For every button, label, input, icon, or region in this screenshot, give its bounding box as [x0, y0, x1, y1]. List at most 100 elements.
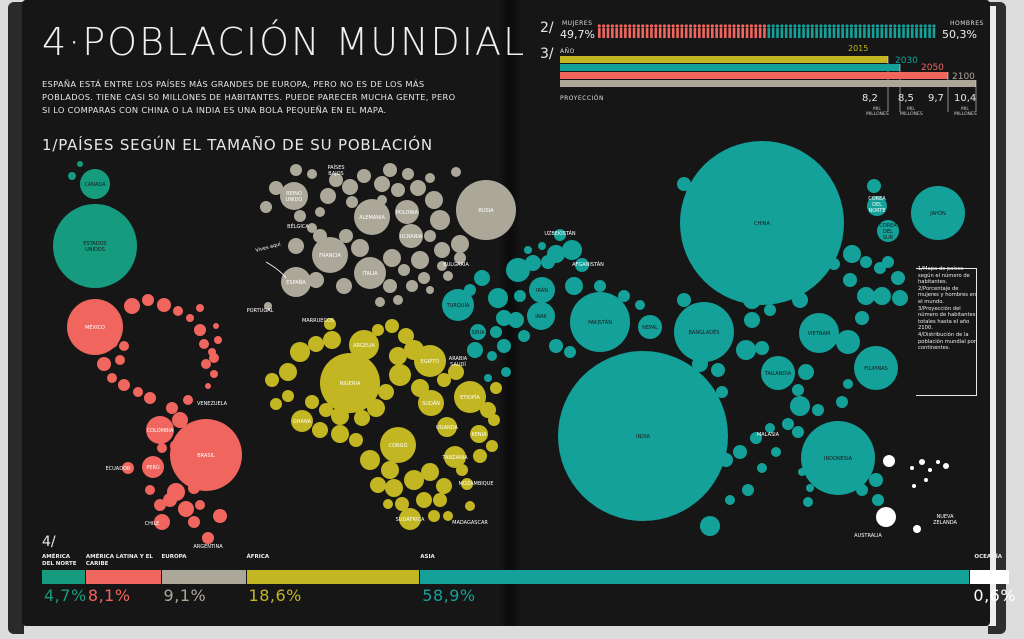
bubble-polonia	[395, 200, 419, 224]
man-figure-47	[802, 28, 805, 38]
section-2-number: 2/	[540, 20, 554, 36]
woman-figure-16	[667, 28, 671, 38]
bubble-méxico	[67, 299, 123, 355]
man-head-76	[928, 24, 932, 28]
bubble-oceania-206	[943, 463, 949, 469]
woman-figure-10	[641, 28, 645, 38]
continent-label-4: ASIA	[420, 554, 435, 560]
woman-head-22	[693, 24, 697, 28]
label-brasil: BRASIL	[197, 453, 215, 459]
label-corea-del-norte: COREA DEL NORTE	[868, 196, 886, 214]
men-pct: 50,3%	[942, 28, 977, 41]
bubble-latin_america-3	[142, 294, 154, 306]
page-title: 4·POBLACIÓN MUNDIAL	[42, 20, 527, 64]
bubble-marruecos	[324, 318, 336, 330]
woman-head-17	[671, 24, 675, 28]
continent-pct-4: 58,9%	[422, 586, 476, 605]
woman-head-24	[702, 24, 706, 28]
bubble-europe-75	[418, 272, 430, 284]
man-figure-50	[815, 28, 818, 38]
millions-label-3: MIL MILLONES	[954, 107, 977, 117]
man-head-74	[919, 24, 923, 28]
woman-figure-6	[624, 28, 627, 38]
label-nigeria: NIGERIA	[340, 381, 361, 387]
label-uzbekistán: UZBEKISTÁN	[544, 230, 576, 237]
man-head-39	[767, 24, 771, 28]
projection-bars	[560, 56, 977, 112]
label-argelia: ARGELIA	[353, 343, 375, 349]
man-head-60	[858, 24, 862, 28]
label-pakistán: PAKISTÁN	[588, 319, 612, 326]
man-figure-56	[841, 28, 844, 38]
bubble-asia-195	[757, 463, 767, 473]
bubble-europe-54	[351, 239, 369, 257]
bubble-asia-132	[506, 258, 530, 282]
label-congo: CONGO	[389, 443, 408, 449]
book-cover-left	[8, 2, 24, 634]
woman-head-23	[697, 24, 701, 28]
label-ghana: GHANA	[293, 419, 312, 425]
bubble-asia-158	[792, 384, 804, 396]
page-edges	[988, 6, 996, 626]
label-turquía: TURQUÍA	[446, 302, 470, 309]
label-tailandia: TAILANDIA	[764, 371, 792, 377]
spain-annotation: Vives aquí	[255, 240, 282, 254]
man-head-63	[871, 24, 875, 28]
bubble-europe-73	[454, 252, 466, 264]
bubble-egipto	[414, 345, 446, 377]
woman-figure-8	[632, 28, 636, 38]
woman-figure-9	[637, 28, 640, 38]
bubble-latin_america-2	[124, 298, 140, 314]
proj-value-2015: 8,2	[862, 93, 878, 104]
label-madagascar: MADAGASCAR	[452, 520, 488, 526]
man-head-72	[910, 24, 914, 28]
man-figure-49	[810, 28, 814, 38]
man-head-70	[901, 24, 906, 28]
woman-figure-27	[715, 28, 718, 38]
woman-figure-23	[697, 28, 701, 38]
woman-figure-11	[645, 28, 649, 38]
bubble-asia-131	[484, 374, 492, 382]
bubble-venezuela	[183, 395, 193, 405]
bubble-asia-152	[764, 304, 776, 316]
bubble-asia-175	[891, 271, 905, 285]
man-figure-45	[793, 28, 797, 38]
man-head-42	[780, 24, 784, 28]
man-head-54	[832, 24, 836, 28]
woman-figure-24	[702, 28, 705, 38]
bubble-africa-89	[389, 364, 411, 386]
bubble-latin_america-18	[166, 402, 178, 414]
bubble-europe-58	[308, 272, 324, 288]
woman-head-6	[623, 24, 627, 28]
projection-bar-2015	[560, 56, 888, 63]
man-head-71	[906, 24, 910, 28]
year-2015: 2015	[848, 44, 869, 53]
bubble-asia-157	[798, 364, 814, 380]
bubble-latin_america-27	[154, 499, 166, 511]
man-figure-73	[915, 28, 918, 38]
man-figure-53	[828, 28, 831, 38]
woman-head-30	[728, 24, 732, 28]
label-corea-del-sur: COREA DEL SUR	[879, 223, 897, 241]
man-figure-77	[932, 28, 936, 38]
bubble-italia	[354, 257, 386, 289]
label-alemania: ALEMANIA	[359, 215, 385, 221]
man-figure-65	[880, 28, 884, 38]
label-tanzania: TANZANIA	[441, 455, 468, 461]
proj-value-2030: 8,5	[898, 93, 914, 104]
woman-figure-4	[615, 28, 618, 38]
bubble-europe-43	[357, 169, 371, 183]
bubble-latin_america-7	[194, 324, 206, 336]
woman-head-32	[736, 24, 740, 28]
woman-head-33	[741, 24, 745, 28]
bubble-latin_america-38	[115, 355, 125, 365]
bubble-europe-78	[426, 286, 434, 294]
bubble-reino-unido	[280, 182, 308, 210]
bubble-europe-63	[307, 169, 317, 179]
bubble-asia-160	[782, 418, 794, 430]
bubble-latin_america-26	[145, 485, 155, 495]
bubble-asia-173	[873, 287, 891, 305]
woman-head-26	[710, 24, 714, 28]
bubble-latin_america-13	[97, 357, 111, 371]
man-head-44	[788, 24, 793, 28]
